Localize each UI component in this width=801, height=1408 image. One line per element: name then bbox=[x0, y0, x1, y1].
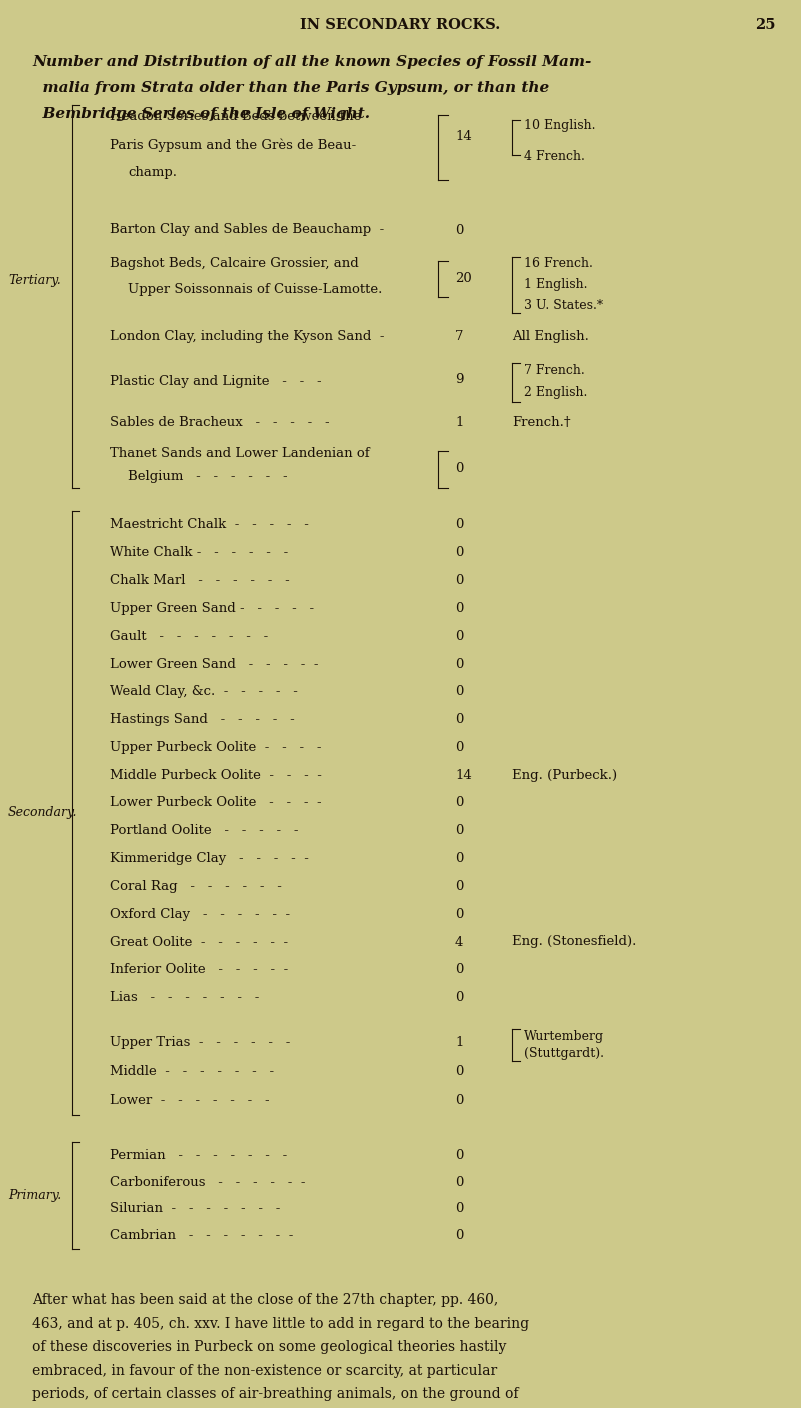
Text: White Chalk -   -   -   -   -   -: White Chalk - - - - - - bbox=[110, 546, 288, 559]
Text: Chalk Marl   -   -   -   -   -   -: Chalk Marl - - - - - - bbox=[110, 574, 290, 587]
Text: 0: 0 bbox=[455, 574, 463, 587]
Text: 0: 0 bbox=[455, 546, 463, 559]
Text: Kimmeridge Clay   -   -   -   -  -: Kimmeridge Clay - - - - - bbox=[110, 852, 309, 865]
Text: embraced, in favour of the non-existence or scarcity, at particular: embraced, in favour of the non-existence… bbox=[32, 1363, 497, 1377]
Text: 0: 0 bbox=[455, 908, 463, 921]
Text: Secondary.: Secondary. bbox=[8, 807, 78, 819]
Text: 0: 0 bbox=[455, 797, 463, 810]
Text: 2 English.: 2 English. bbox=[524, 386, 587, 398]
Text: Tertiary.: Tertiary. bbox=[8, 275, 61, 287]
Text: 20: 20 bbox=[455, 273, 472, 286]
Text: 7 French.: 7 French. bbox=[524, 365, 585, 377]
Text: 0: 0 bbox=[455, 686, 463, 698]
Text: 0: 0 bbox=[455, 880, 463, 893]
Text: 10 English.: 10 English. bbox=[524, 120, 595, 132]
Text: All English.: All English. bbox=[512, 331, 589, 344]
Text: Lower  -   -   -   -   -   -   -: Lower - - - - - - - bbox=[110, 1094, 270, 1107]
Text: Paris Gypsum and the Grès de Beau-: Paris Gypsum and the Grès de Beau- bbox=[110, 138, 356, 152]
Text: Middle  -   -   -   -   -   -   -: Middle - - - - - - - bbox=[110, 1064, 274, 1079]
Text: Wurtemberg: Wurtemberg bbox=[524, 1029, 604, 1042]
Text: Barton Clay and Sables de Beauchamp  -: Barton Clay and Sables de Beauchamp - bbox=[110, 224, 384, 237]
Text: 4 French.: 4 French. bbox=[524, 151, 585, 163]
Text: Lias   -   -   -   -   -   -   -: Lias - - - - - - - bbox=[110, 991, 260, 1004]
Text: Upper Soissonnais of Cuisse-Lamotte.: Upper Soissonnais of Cuisse-Lamotte. bbox=[128, 283, 382, 296]
Text: 0: 0 bbox=[455, 224, 463, 237]
Text: 1 English.: 1 English. bbox=[524, 277, 587, 291]
Text: Bembridge Series of the Isle of Wight.: Bembridge Series of the Isle of Wight. bbox=[32, 107, 370, 121]
Text: 0: 0 bbox=[455, 1064, 463, 1079]
Text: 0: 0 bbox=[455, 852, 463, 865]
Text: Permian   -   -   -   -   -   -   -: Permian - - - - - - - bbox=[110, 1149, 288, 1162]
Text: Hastings Sand   -   -   -   -   -: Hastings Sand - - - - - bbox=[110, 712, 295, 727]
Text: 14: 14 bbox=[455, 131, 472, 144]
Text: Belgium   -   -   -   -   -   -: Belgium - - - - - - bbox=[128, 470, 288, 483]
Text: Weald Clay, &c.  -   -   -   -   -: Weald Clay, &c. - - - - - bbox=[110, 686, 298, 698]
Text: Lower Purbeck Oolite   -   -   -  -: Lower Purbeck Oolite - - - - bbox=[110, 797, 322, 810]
Text: 463, and at p. 405, ch. xxv. I have little to add in regard to the bearing: 463, and at p. 405, ch. xxv. I have litt… bbox=[32, 1316, 529, 1331]
Text: 3 U. States.*: 3 U. States.* bbox=[524, 298, 603, 313]
Text: (Stuttgardt).: (Stuttgardt). bbox=[524, 1046, 604, 1060]
Text: 0: 0 bbox=[455, 824, 463, 838]
Text: Coral Rag   -   -   -   -   -   -: Coral Rag - - - - - - bbox=[110, 880, 282, 893]
Text: 0: 0 bbox=[455, 1094, 463, 1107]
Text: 0: 0 bbox=[455, 1229, 463, 1242]
Text: French.†: French.† bbox=[512, 417, 570, 429]
Text: Thanet Sands and Lower Landenian of: Thanet Sands and Lower Landenian of bbox=[110, 446, 369, 460]
Text: 0: 0 bbox=[455, 629, 463, 642]
Text: 14: 14 bbox=[455, 769, 472, 781]
Text: Headon Series and Beds between the: Headon Series and Beds between the bbox=[110, 110, 361, 122]
Text: periods, of certain classes of air-breathing animals, on the ground of: periods, of certain classes of air-breat… bbox=[32, 1387, 518, 1401]
Text: Eng. (Stonesfield).: Eng. (Stonesfield). bbox=[512, 935, 636, 949]
Text: 25: 25 bbox=[755, 18, 776, 32]
Text: 0: 0 bbox=[455, 462, 463, 476]
Text: Primary.: Primary. bbox=[8, 1188, 61, 1202]
Text: 0: 0 bbox=[455, 601, 463, 615]
Text: 7: 7 bbox=[455, 331, 464, 344]
Text: Maestricht Chalk  -   -   -   -   -: Maestricht Chalk - - - - - bbox=[110, 518, 309, 531]
Text: London Clay, including the Kyson Sand  -: London Clay, including the Kyson Sand - bbox=[110, 331, 384, 344]
Text: Number and Distribution of all the known Species of Fossil Mam-: Number and Distribution of all the known… bbox=[32, 55, 591, 69]
Text: 0: 0 bbox=[455, 741, 463, 753]
Text: Lower Green Sand   -   -   -   -  -: Lower Green Sand - - - - - bbox=[110, 658, 319, 670]
Text: IN SECONDARY ROCKS.: IN SECONDARY ROCKS. bbox=[300, 18, 501, 32]
Text: Gault   -   -   -   -   -   -   -: Gault - - - - - - - bbox=[110, 629, 268, 642]
Text: 0: 0 bbox=[455, 712, 463, 727]
Text: champ.: champ. bbox=[128, 166, 177, 179]
Text: Bagshot Beds, Calcaire Grossier, and: Bagshot Beds, Calcaire Grossier, and bbox=[110, 258, 359, 270]
Text: Inferior Oolite   -   -   -   -  -: Inferior Oolite - - - - - bbox=[110, 963, 288, 976]
Text: Upper Purbeck Oolite  -   -   -   -: Upper Purbeck Oolite - - - - bbox=[110, 741, 321, 753]
Text: Upper Green Sand -   -   -   -   -: Upper Green Sand - - - - - bbox=[110, 601, 314, 615]
Text: Carboniferous   -   -   -   -   -  -: Carboniferous - - - - - - bbox=[110, 1176, 305, 1188]
Text: Cambrian   -   -   -   -   -   -  -: Cambrian - - - - - - - bbox=[110, 1229, 293, 1242]
Text: 0: 0 bbox=[455, 518, 463, 531]
Text: 0: 0 bbox=[455, 1202, 463, 1215]
Text: 0: 0 bbox=[455, 963, 463, 976]
Text: of these discoveries in Purbeck on some geological theories hastily: of these discoveries in Purbeck on some … bbox=[32, 1340, 506, 1354]
Text: Oxford Clay   -   -   -   -   -  -: Oxford Clay - - - - - - bbox=[110, 908, 290, 921]
Text: Sables de Bracheux   -   -   -   -   -: Sables de Bracheux - - - - - bbox=[110, 417, 330, 429]
Text: After what has been said at the close of the 27th chapter, pp. 460,: After what has been said at the close of… bbox=[32, 1293, 498, 1307]
Text: 0: 0 bbox=[455, 1149, 463, 1162]
Text: 4: 4 bbox=[455, 935, 463, 949]
Text: Portland Oolite   -   -   -   -   -: Portland Oolite - - - - - bbox=[110, 824, 299, 838]
Text: 9: 9 bbox=[455, 373, 464, 387]
Text: Plastic Clay and Lignite   -   -   -: Plastic Clay and Lignite - - - bbox=[110, 375, 322, 389]
Text: Upper Trias  -   -   -   -   -   -: Upper Trias - - - - - - bbox=[110, 1036, 291, 1049]
Text: malia from Strata older than the Paris Gypsum, or than the: malia from Strata older than the Paris G… bbox=[32, 82, 549, 94]
Text: 16 French.: 16 French. bbox=[524, 258, 593, 270]
Text: Silurian  -   -   -   -   -   -   -: Silurian - - - - - - - bbox=[110, 1202, 280, 1215]
Text: Great Oolite  -   -   -   -   -  -: Great Oolite - - - - - - bbox=[110, 935, 288, 949]
Text: 0: 0 bbox=[455, 1176, 463, 1188]
Text: 1: 1 bbox=[455, 417, 463, 429]
Text: 0: 0 bbox=[455, 658, 463, 670]
Text: Eng. (Purbeck.): Eng. (Purbeck.) bbox=[512, 769, 617, 781]
Text: 0: 0 bbox=[455, 991, 463, 1004]
Text: 1: 1 bbox=[455, 1036, 463, 1049]
Text: Middle Purbeck Oolite  -   -   -  -: Middle Purbeck Oolite - - - - bbox=[110, 769, 322, 781]
